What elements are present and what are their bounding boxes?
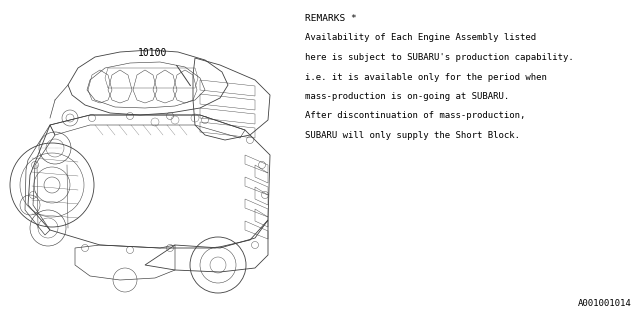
Text: After discontinuation of mass-production,: After discontinuation of mass-production… [305,111,525,121]
Text: here is subject to SUBARU's production capability.: here is subject to SUBARU's production c… [305,53,573,62]
Text: REMARKS *: REMARKS * [305,14,356,23]
Text: mass-production is on-going at SUBARU.: mass-production is on-going at SUBARU. [305,92,509,101]
Text: SUBARU will only supply the Short Block.: SUBARU will only supply the Short Block. [305,131,520,140]
Text: Availability of Each Engine Assembly listed: Availability of Each Engine Assembly lis… [305,34,536,43]
Text: A001001014: A001001014 [579,299,632,308]
Text: i.e. it is available only for the period when: i.e. it is available only for the period… [305,73,547,82]
Text: 10100: 10100 [138,48,168,58]
